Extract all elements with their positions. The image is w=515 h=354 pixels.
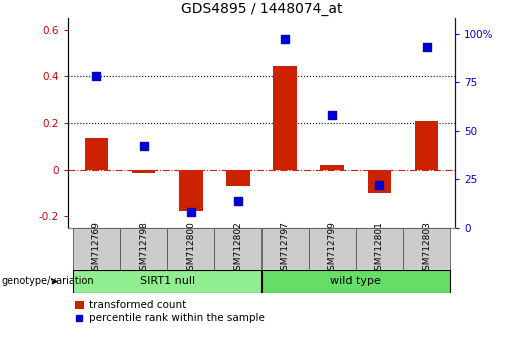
Bar — [262, 270, 450, 293]
Title: GDS4895 / 1448074_at: GDS4895 / 1448074_at — [181, 1, 342, 16]
Bar — [320, 165, 344, 170]
Text: GSM712769: GSM712769 — [92, 221, 101, 276]
Bar — [214, 228, 262, 270]
Point — [328, 112, 336, 118]
Point — [234, 198, 242, 204]
Text: GSM712798: GSM712798 — [139, 221, 148, 276]
Text: genotype/variation: genotype/variation — [1, 276, 94, 286]
Bar — [73, 228, 120, 270]
Bar — [403, 228, 450, 270]
Bar — [273, 66, 297, 170]
Text: GSM712797: GSM712797 — [281, 221, 289, 276]
Bar — [226, 170, 250, 186]
Bar — [73, 270, 262, 293]
Text: GSM712799: GSM712799 — [328, 221, 337, 276]
Text: GSM712802: GSM712802 — [233, 221, 243, 275]
Legend: transformed count, percentile rank within the sample: transformed count, percentile rank withi… — [73, 298, 267, 325]
Bar — [308, 228, 356, 270]
Point — [281, 36, 289, 42]
Bar — [167, 228, 214, 270]
Text: GSM712800: GSM712800 — [186, 221, 195, 276]
Bar — [356, 228, 403, 270]
Point — [92, 74, 100, 79]
Text: GSM712803: GSM712803 — [422, 221, 431, 276]
Bar — [84, 138, 108, 170]
Bar — [132, 170, 156, 173]
Text: SIRT1 null: SIRT1 null — [140, 276, 195, 286]
Bar — [368, 170, 391, 193]
Point — [140, 143, 148, 149]
Point — [375, 182, 384, 188]
Bar — [415, 121, 438, 170]
Bar — [120, 228, 167, 270]
Text: GSM712801: GSM712801 — [375, 221, 384, 276]
Point — [423, 44, 431, 50]
Text: wild type: wild type — [331, 276, 381, 286]
Bar — [179, 170, 202, 211]
Bar — [262, 228, 308, 270]
Point — [186, 210, 195, 215]
